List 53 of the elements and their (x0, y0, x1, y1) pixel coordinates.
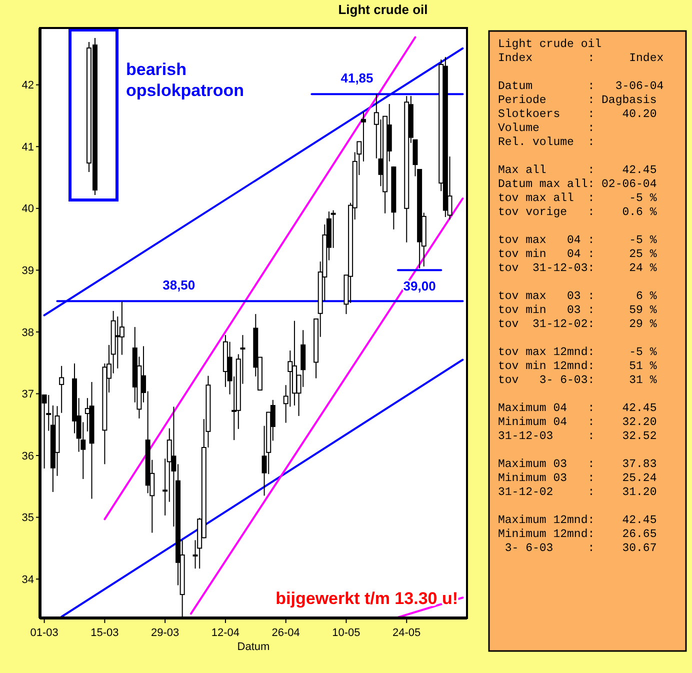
text: 31-12-03 : 32.52 (498, 430, 657, 443)
text: Datum max all: 02-06-04 (498, 178, 657, 191)
text: tov min 03 : 59 % (498, 304, 657, 317)
text: tov vorige : 0.6 % (498, 206, 657, 219)
series-label: 41,85 (340, 70, 374, 86)
text: tov 31-12-02: 29 % (498, 318, 657, 331)
text: tov max all : -5 % (498, 192, 657, 205)
text: Maximum 12mnd: 42.45 (498, 514, 657, 527)
y-tick-label: 39 (22, 265, 34, 278)
candlestick (360, 112, 366, 162)
chart-title: Light crude oil (338, 2, 428, 17)
text: tov min 04 : 25 % (498, 248, 657, 261)
x-tick-label: 26-04 (272, 627, 300, 639)
text: tov max 12mnd: -5 % (498, 346, 657, 359)
text: Maximum 03 : 37.83 (498, 458, 657, 471)
x-axis-title: Datum (237, 641, 270, 653)
text: Max all : 42.45 (498, 164, 657, 177)
text: Periode : Dagbasis (498, 94, 657, 107)
x-tick-label: 29-03 (151, 627, 180, 639)
candlestick (115, 316, 120, 369)
text: Minimum 12mnd: 26.65 (498, 528, 657, 541)
x-tick-label: 10-05 (332, 627, 360, 639)
text: tov max 03 : 6 % (498, 290, 657, 303)
text: tov max 04 : -5 % (498, 234, 657, 247)
text: tov min 12mnd: 51 % (498, 360, 657, 373)
y-tick-label: 34 (22, 574, 34, 586)
text: tov 31-12-03: 24 % (498, 262, 657, 275)
y-tick-label: 40 (22, 203, 34, 216)
x-tick-label: 24-05 (392, 627, 421, 639)
text: Maximum 04 : 42.45 (498, 402, 657, 415)
text: 3- 6-03 : 30.67 (498, 542, 657, 555)
text: Index : Index (498, 52, 664, 65)
text: Slotkoers : 40.20 (498, 108, 657, 121)
x-tick-label: 15-03 (90, 627, 119, 639)
candlestick (59, 365, 64, 414)
x-tick-label: 01-03 (30, 627, 58, 639)
text: tov 3- 6-03: 31 % (498, 374, 657, 387)
text: Light crude oil (498, 38, 602, 51)
annotation: bearish opslokpatroon (126, 60, 244, 100)
y-tick-label: 42 (22, 80, 34, 92)
text: Minimum 04 : 32.20 (498, 416, 657, 429)
y-tick-label: 35 (22, 512, 34, 524)
text: Volume : (498, 122, 595, 135)
text: 31-12-02 : 31.20 (498, 486, 657, 499)
y-tick-label: 38 (22, 326, 34, 339)
text: Datum : 3-06-04 (498, 80, 664, 93)
y-tick-label: 41 (22, 141, 34, 154)
y-tick-label: 36 (22, 450, 34, 462)
y-tick-label: 37 (22, 388, 34, 401)
text: Rel. volume : (498, 136, 595, 149)
x-tick-label: 12-04 (211, 627, 240, 639)
series-label: 38,50 (162, 278, 196, 293)
text: Minimum 03 : 25.24 (498, 472, 657, 485)
